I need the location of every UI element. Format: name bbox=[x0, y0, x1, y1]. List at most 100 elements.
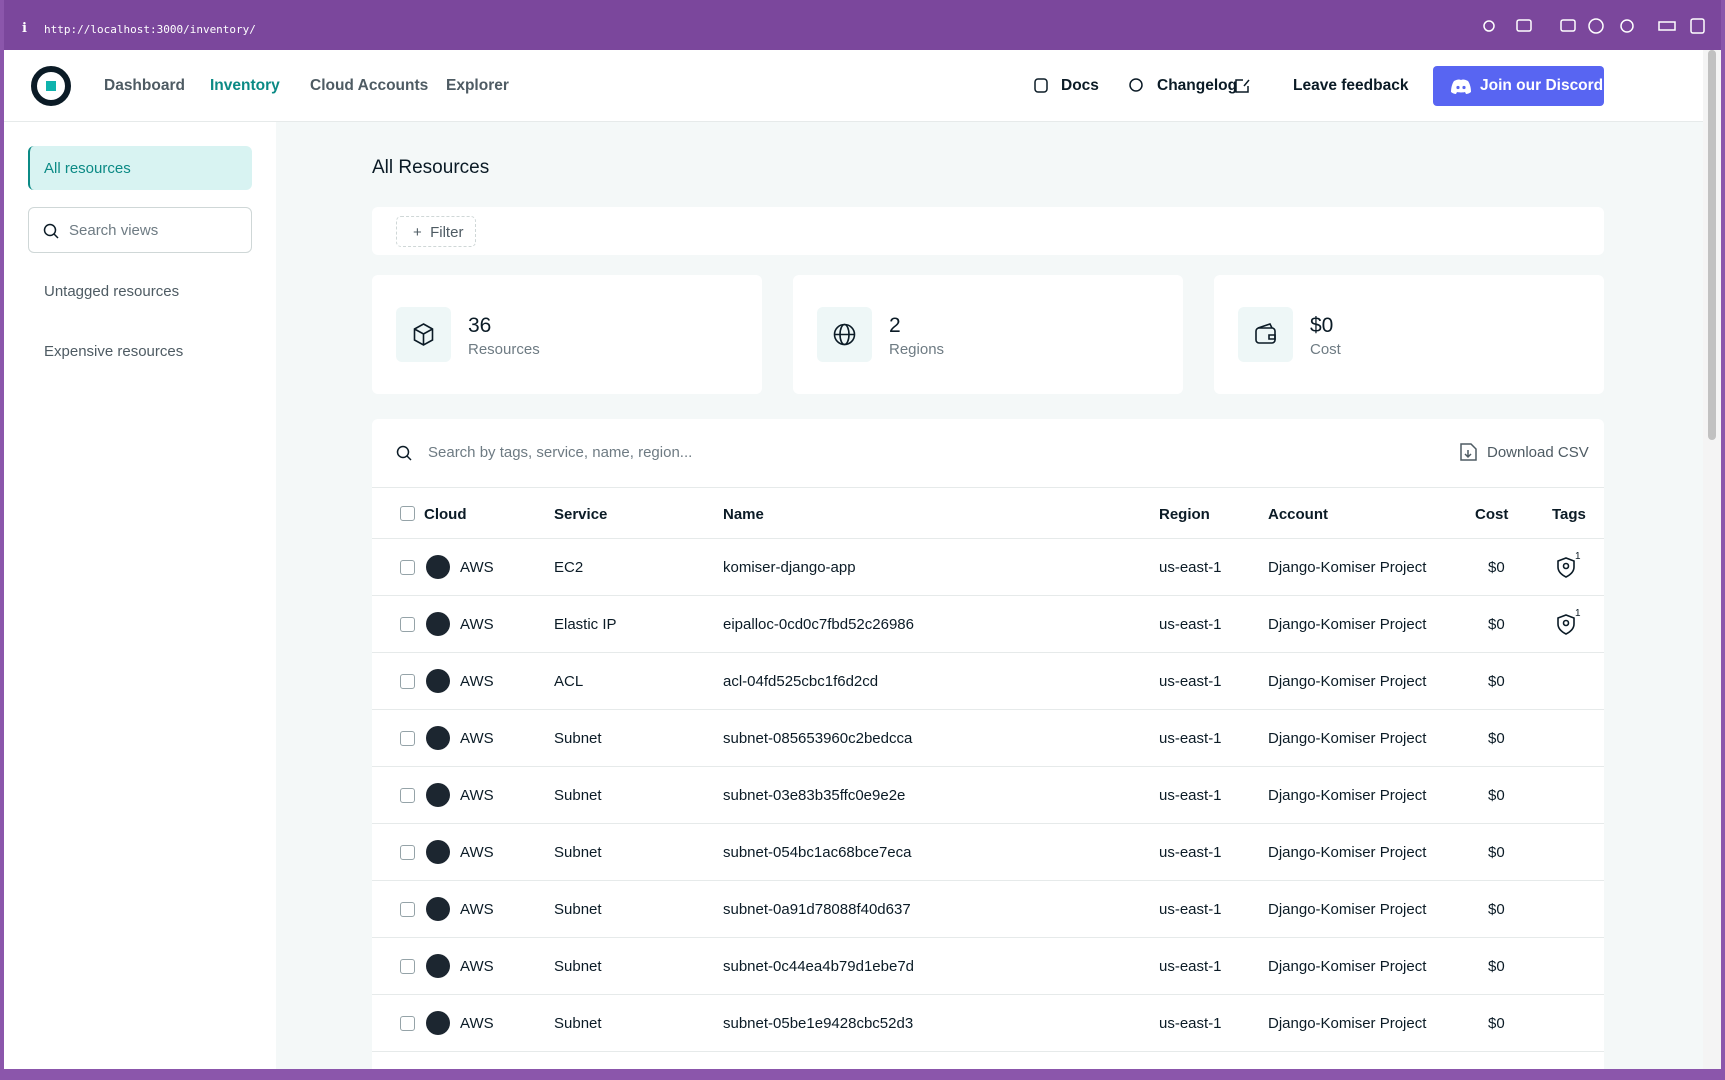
cell-cost: $0 bbox=[1488, 901, 1505, 918]
table-row[interactable]: ​ AWS ACL acl-04fd525cbc1f6d2cd us-east-1 Dja… bbox=[372, 653, 1604, 710]
table-row[interactable]: ​ AWS Subnet subnet-0a91d78088f40d637 us-eas… bbox=[372, 881, 1604, 938]
cell-service: Subnet bbox=[554, 730, 602, 747]
view[interactable]: Expensive resources bbox=[44, 343, 184, 360]
page-title: All Resources bbox=[372, 157, 490, 178]
table-row[interactable]: ​ AWS Elastic IP eipalloc-0cd0c7fbd52c26986… bbox=[372, 596, 1604, 653]
discord-button[interactable]: Join our Discord bbox=[1433, 66, 1604, 106]
stat-card: 36 Resources bbox=[372, 275, 762, 394]
table-search[interactable]: Search by tags, service, name, region... bbox=[428, 444, 693, 461]
search-icon bbox=[43, 223, 59, 239]
cell-service: Subnet bbox=[554, 958, 602, 975]
table-row[interactable]: ​ AWS EC2 komiser-django-app us-east-1 Django… bbox=[372, 539, 1604, 596]
cell-name: subnet-054bc1ac68bce7eca bbox=[723, 844, 912, 861]
checkbox[interactable] bbox=[400, 959, 415, 974]
stat-icon bbox=[1238, 307, 1293, 362]
tag-badge[interactable]: 1 bbox=[1555, 608, 1585, 638]
nav-item[interactable]: Cloud Accounts bbox=[310, 77, 429, 94]
cell-cloud: AWS bbox=[460, 559, 494, 576]
filter-label: Filter bbox=[430, 224, 464, 241]
cell-account: Django-Komiser Project bbox=[1268, 1015, 1427, 1032]
browser-window: i http://localhost:3000/inventory/ Dashb… bbox=[4, 0, 1721, 1069]
cell-name: subnet-03e83b35ffc0e9e2e bbox=[723, 787, 906, 804]
checkbox[interactable] bbox=[400, 845, 415, 860]
cell-cost: $0 bbox=[1488, 787, 1505, 804]
tag-badge[interactable]: 1 bbox=[1555, 551, 1585, 581]
view[interactable]: Untagged resources bbox=[44, 283, 180, 300]
cta-label: Join our Discord bbox=[1480, 77, 1604, 94]
cell-name: komiser-django-app bbox=[723, 559, 856, 576]
toolbar-icons bbox=[1483, 18, 1705, 34]
table-row[interactable]: ​ AWS Subnet subnet-054bc1ac68bce7eca us-eas… bbox=[372, 824, 1604, 881]
stat-value: 2 bbox=[889, 314, 901, 337]
nav-link[interactable]: Leave feedback bbox=[1293, 77, 1409, 94]
checkbox[interactable] bbox=[400, 788, 415, 803]
cell-region: us-east-1 bbox=[1159, 559, 1222, 576]
column-header[interactable]: Region bbox=[1159, 506, 1210, 523]
cell-cloud: AWS bbox=[460, 844, 494, 861]
checkbox[interactable] bbox=[400, 674, 415, 689]
stat-label: Regions bbox=[889, 341, 945, 358]
checkbox[interactable] bbox=[400, 902, 415, 917]
column-header[interactable]: Account bbox=[1268, 506, 1328, 523]
aws-logo: ​ bbox=[426, 555, 450, 579]
nav-item[interactable]: Inventory bbox=[210, 77, 280, 94]
aws-logo: ​ bbox=[426, 840, 450, 864]
cell-cost: $0 bbox=[1488, 958, 1505, 975]
filter-button[interactable]: + Filter bbox=[396, 216, 476, 247]
cell-cost: $0 bbox=[1488, 844, 1505, 861]
aws-logo: ​ bbox=[426, 612, 450, 636]
download-csv[interactable]: Download CSV bbox=[1487, 444, 1589, 461]
cell-account: Django-Komiser Project bbox=[1268, 787, 1427, 804]
cell-service: Elastic IP bbox=[554, 616, 617, 633]
column-header[interactable]: Cost bbox=[1475, 506, 1509, 523]
download-icon bbox=[1460, 443, 1477, 461]
cell-cloud: AWS bbox=[460, 1015, 494, 1032]
nav-link[interactable]: Changelog bbox=[1157, 77, 1238, 94]
checkbox[interactable] bbox=[400, 1016, 415, 1031]
column-header[interactable]: Cloud bbox=[424, 506, 467, 523]
checkbox[interactable] bbox=[400, 560, 415, 575]
tag-icon bbox=[1557, 614, 1575, 635]
checkbox[interactable] bbox=[400, 731, 415, 746]
table-row[interactable]: ​ AWS Subnet subnet-085653960c2bedcca us-eas… bbox=[372, 710, 1604, 767]
cell-region: us-east-1 bbox=[1159, 901, 1222, 918]
cell-region: us-east-1 bbox=[1159, 616, 1222, 633]
cell-cost: $0 bbox=[1488, 616, 1505, 633]
cell-account: Django-Komiser Project bbox=[1268, 730, 1427, 747]
search-views[interactable]: Search views bbox=[28, 207, 252, 253]
table-row[interactable]: ​ AWS Subnet subnet-03e83b35ffc0e9e2e us-eas… bbox=[372, 767, 1604, 824]
scroll-thumb[interactable] bbox=[1708, 50, 1716, 440]
nav-link[interactable]: Docs bbox=[1061, 77, 1099, 94]
cell-cloud: AWS bbox=[460, 901, 494, 918]
nav-item[interactable]: Dashboard bbox=[104, 77, 185, 94]
column-header[interactable]: Service bbox=[554, 506, 608, 523]
cell-name: subnet-05be1e9428cbc52d3 bbox=[723, 1015, 914, 1032]
top-nav: Dashboard Inventory Cloud Accounts Explo… bbox=[4, 50, 1703, 122]
checkbox[interactable] bbox=[400, 617, 415, 632]
info-icon[interactable]: i bbox=[22, 21, 27, 36]
table-row[interactable]: ​ AWS Subnet subnet-0c44ea4b79d1ebe7d us-eas… bbox=[372, 938, 1604, 995]
aws-logo: ​ bbox=[426, 669, 450, 693]
cell-region: us-east-1 bbox=[1159, 673, 1222, 690]
discord-icon bbox=[1451, 79, 1471, 94]
cell-cloud: AWS bbox=[460, 616, 494, 633]
cell-cost: $0 bbox=[1488, 673, 1505, 690]
nav-item[interactable]: Explorer bbox=[446, 77, 509, 94]
column-header[interactable]: Name bbox=[723, 506, 764, 523]
checkbox[interactable] bbox=[400, 506, 415, 521]
stat-icon bbox=[817, 307, 872, 362]
column-header[interactable]: Tags bbox=[1552, 506, 1586, 523]
stat-icon bbox=[396, 307, 451, 362]
cell-region: us-east-1 bbox=[1159, 958, 1222, 975]
cell-account: Django-Komiser Project bbox=[1268, 844, 1427, 861]
scrollbar[interactable] bbox=[1703, 50, 1721, 1069]
aws-logo: ​ bbox=[426, 954, 450, 978]
logo[interactable] bbox=[31, 66, 71, 106]
table-row[interactable]: ​ AWS Subnet subnet-05be1e9428cbc52d3 us-eas… bbox=[372, 995, 1604, 1052]
url[interactable]: http://localhost:3000/inventory/ bbox=[44, 23, 256, 36]
cell-account: Django-Komiser Project bbox=[1268, 616, 1427, 633]
view-active[interactable]: All resources bbox=[28, 146, 252, 190]
cell-service: Subnet bbox=[554, 1015, 602, 1032]
cell-cloud: AWS bbox=[460, 958, 494, 975]
cell-service: Subnet bbox=[554, 844, 602, 861]
